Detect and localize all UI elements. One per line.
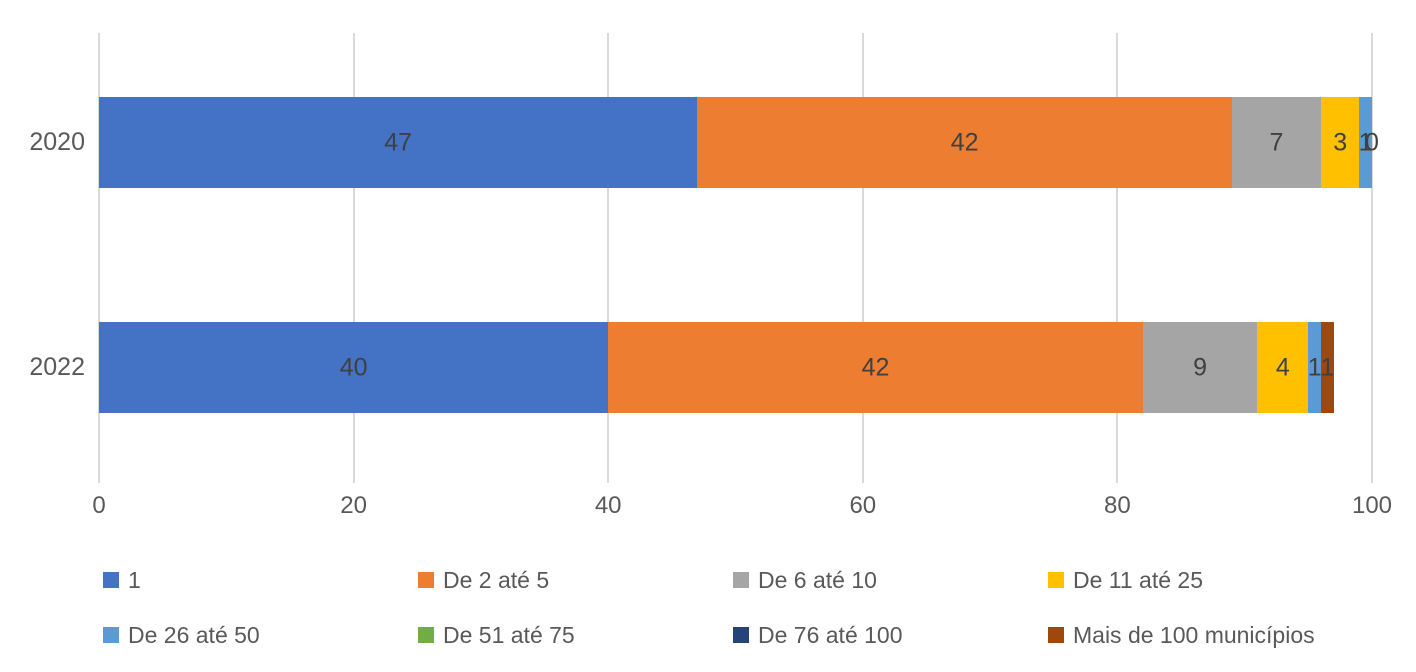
legend-item: De 11 até 25 bbox=[1048, 567, 1203, 593]
gridline-x-80 bbox=[1116, 33, 1119, 483]
legend-item: De 26 até 50 bbox=[103, 622, 260, 648]
bar-segment: 9 bbox=[1142, 322, 1258, 413]
x-axis-tick-label: 20 bbox=[340, 492, 367, 519]
legend-marker-swatch bbox=[1048, 572, 1064, 588]
x-axis-tick-label: 60 bbox=[849, 492, 877, 519]
data-label: 42 bbox=[950, 128, 979, 156]
y-axis-category-label: 2020 bbox=[29, 127, 85, 156]
legend-marker-swatch bbox=[103, 572, 119, 588]
data-label: 42 bbox=[861, 353, 890, 381]
legend-item: De 51 até 75 bbox=[418, 622, 575, 648]
gridline-x-20 bbox=[352, 33, 355, 483]
gridline-x-0 bbox=[98, 33, 100, 483]
data-label: 47 bbox=[384, 128, 413, 156]
data-label: 4 bbox=[1275, 353, 1290, 381]
data-label-zero: 0 bbox=[1365, 128, 1379, 156]
x-axis-tick-label: 0 bbox=[92, 492, 106, 519]
x-axis-tick-label: 80 bbox=[1104, 492, 1131, 519]
legend-label: De 26 até 50 bbox=[128, 621, 260, 648]
bar-2020: 47 42 7 3 1 bbox=[99, 97, 1373, 188]
legend-marker-swatch bbox=[733, 627, 749, 643]
data-label: 3 bbox=[1333, 128, 1348, 156]
legend-label: De 6 até 10 bbox=[758, 566, 877, 593]
bar-segment: 3 bbox=[1321, 97, 1360, 188]
data-label: 1 bbox=[1307, 353, 1322, 381]
bar-2022: 40 42 9 4 1 1 bbox=[99, 322, 1334, 413]
legend-label: Mais de 100 municípios bbox=[1073, 621, 1315, 648]
gridline-x-40 bbox=[607, 33, 610, 483]
data-label: 7 bbox=[1269, 128, 1284, 156]
legend-label: De 2 até 5 bbox=[443, 566, 550, 593]
bar-segment: 42 bbox=[697, 97, 1232, 188]
legend-marker-swatch bbox=[1048, 627, 1064, 643]
legend-label: 1 bbox=[128, 566, 141, 593]
legend-label: De 11 até 25 bbox=[1073, 566, 1204, 593]
gridline-x-100 bbox=[1371, 33, 1373, 483]
y-axis-category-label: 2022 bbox=[29, 352, 85, 381]
bar-segment: 42 bbox=[608, 322, 1143, 413]
bar-segment: 1 bbox=[1307, 322, 1322, 413]
x-axis-tick-label: 40 bbox=[594, 492, 622, 519]
x-axis-tick-label: 100 bbox=[1351, 492, 1393, 519]
bar-segment: 7 bbox=[1231, 97, 1322, 188]
data-label: 1 bbox=[1320, 353, 1335, 381]
legend-item: De 2 até 5 bbox=[418, 567, 549, 593]
data-label: 40 bbox=[339, 353, 368, 381]
bar-segment: 4 bbox=[1257, 322, 1309, 413]
legend-item: De 76 até 100 bbox=[733, 622, 903, 648]
bar-segment: 1 bbox=[1320, 322, 1335, 413]
legend-marker-swatch bbox=[103, 627, 119, 643]
legend-marker-swatch bbox=[418, 627, 434, 643]
gridline-x-60 bbox=[861, 33, 864, 483]
legend-item: 1 bbox=[103, 567, 141, 593]
legend-label: De 51 até 75 bbox=[443, 621, 575, 648]
legend-marker-swatch bbox=[733, 572, 749, 588]
legend-item: De 6 até 10 bbox=[733, 567, 877, 593]
legend-item: Mais de 100 municípios bbox=[1048, 622, 1315, 648]
legend-label: De 76 até 100 bbox=[758, 621, 903, 648]
bar-segment: 40 bbox=[99, 322, 609, 413]
legend-marker-swatch bbox=[418, 572, 434, 588]
bar-segment: 47 bbox=[99, 97, 698, 188]
data-label: 9 bbox=[1193, 353, 1208, 381]
